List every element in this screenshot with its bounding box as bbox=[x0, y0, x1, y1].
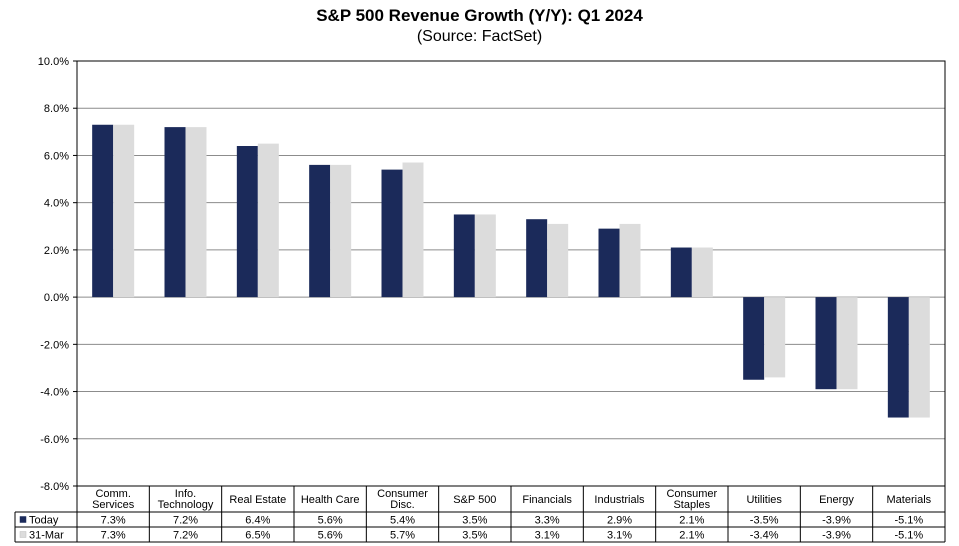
data-label: 5.4% bbox=[390, 515, 415, 527]
bar-today bbox=[309, 164, 331, 298]
y-tick-label: 2.0% bbox=[44, 245, 69, 257]
bar-today bbox=[92, 124, 114, 298]
data-label: 2.1% bbox=[679, 530, 704, 542]
data-label: 6.5% bbox=[245, 530, 270, 542]
category-label: Comm. bbox=[95, 488, 130, 500]
data-label: 7.2% bbox=[173, 515, 198, 527]
bar-today bbox=[381, 169, 403, 298]
bar-31-mar bbox=[619, 223, 641, 298]
y-tick-label: -4.0% bbox=[40, 387, 69, 399]
bar-today bbox=[815, 297, 837, 390]
legend-label: 31-Mar bbox=[29, 530, 64, 542]
data-label: 6.4% bbox=[245, 515, 270, 527]
y-tick-label: -6.0% bbox=[40, 434, 69, 446]
data-label: 3.5% bbox=[462, 530, 487, 542]
category-label: Consumer bbox=[666, 488, 717, 500]
data-label: 3.5% bbox=[462, 515, 487, 527]
data-label: 7.3% bbox=[101, 515, 126, 527]
bar-31-mar bbox=[257, 143, 279, 298]
data-label: 5.6% bbox=[318, 515, 343, 527]
bar-today bbox=[598, 228, 620, 298]
legend-swatch bbox=[19, 531, 27, 538]
bar-31-mar bbox=[113, 124, 135, 298]
bar-31-mar bbox=[185, 127, 207, 298]
data-label: 7.2% bbox=[173, 530, 198, 542]
plot-frame bbox=[76, 60, 946, 487]
data-label: 3.1% bbox=[535, 530, 560, 542]
category-label: Services bbox=[92, 499, 135, 511]
bar-31-mar bbox=[547, 223, 569, 298]
bar-today bbox=[526, 219, 548, 298]
category-label: S&P 500 bbox=[453, 494, 496, 506]
bar-31-mar bbox=[330, 164, 352, 298]
category-label: Consumer bbox=[377, 488, 428, 500]
bar-31-mar bbox=[474, 214, 496, 298]
y-tick-label: -2.0% bbox=[40, 339, 69, 351]
bar-today bbox=[670, 247, 692, 298]
category-label: Financials bbox=[522, 494, 572, 506]
data-label: 3.3% bbox=[535, 515, 560, 527]
category-label: Health Care bbox=[301, 494, 360, 506]
bar-31-mar bbox=[764, 297, 786, 378]
bar-today bbox=[743, 297, 765, 380]
y-tick-label: 8.0% bbox=[44, 103, 69, 115]
bar-31-mar bbox=[691, 247, 713, 298]
y-tick-label: -8.0% bbox=[40, 481, 69, 493]
bar-31-mar bbox=[402, 162, 424, 298]
category-label: Materials bbox=[887, 494, 932, 506]
category-label: Info. bbox=[175, 488, 196, 500]
data-label: 3.1% bbox=[607, 530, 632, 542]
y-tick-label: 4.0% bbox=[44, 198, 69, 210]
bar-today bbox=[887, 297, 909, 418]
data-label: -3.5% bbox=[750, 515, 779, 527]
bar-31-mar bbox=[836, 297, 858, 390]
category-label: Real Estate bbox=[229, 494, 286, 506]
bar-today bbox=[236, 146, 258, 298]
data-label: 2.9% bbox=[607, 515, 632, 527]
category-label: Technology bbox=[158, 499, 214, 511]
y-tick-label: 6.0% bbox=[44, 150, 69, 162]
data-label: 7.3% bbox=[101, 530, 126, 542]
data-label: 5.7% bbox=[390, 530, 415, 542]
category-label: Industrials bbox=[594, 494, 645, 506]
category-label: Staples bbox=[673, 499, 710, 511]
data-label: -3.9% bbox=[822, 515, 851, 527]
data-label: -3.9% bbox=[822, 530, 851, 542]
category-label: Disc. bbox=[390, 499, 414, 511]
data-label: -3.4% bbox=[750, 530, 779, 542]
bar-today bbox=[453, 214, 475, 298]
category-label: Utilities bbox=[746, 494, 782, 506]
legend-swatch bbox=[19, 516, 27, 523]
legend-label: Today bbox=[29, 515, 59, 527]
data-label: -5.1% bbox=[894, 515, 923, 527]
data-label: 2.1% bbox=[679, 515, 704, 527]
bar-today bbox=[164, 127, 186, 298]
data-label: -5.1% bbox=[894, 530, 923, 542]
chart-subtitle: (Source: FactSet) bbox=[416, 28, 543, 45]
category-label: Energy bbox=[819, 494, 854, 506]
bar-31-mar bbox=[908, 297, 930, 418]
y-tick-label: 0.0% bbox=[44, 292, 69, 304]
data-label: 5.6% bbox=[318, 530, 343, 542]
chart-title: S&P 500 Revenue Growth (Y/Y): Q1 2024 bbox=[316, 6, 643, 25]
y-tick-label: 10.0% bbox=[38, 56, 69, 68]
